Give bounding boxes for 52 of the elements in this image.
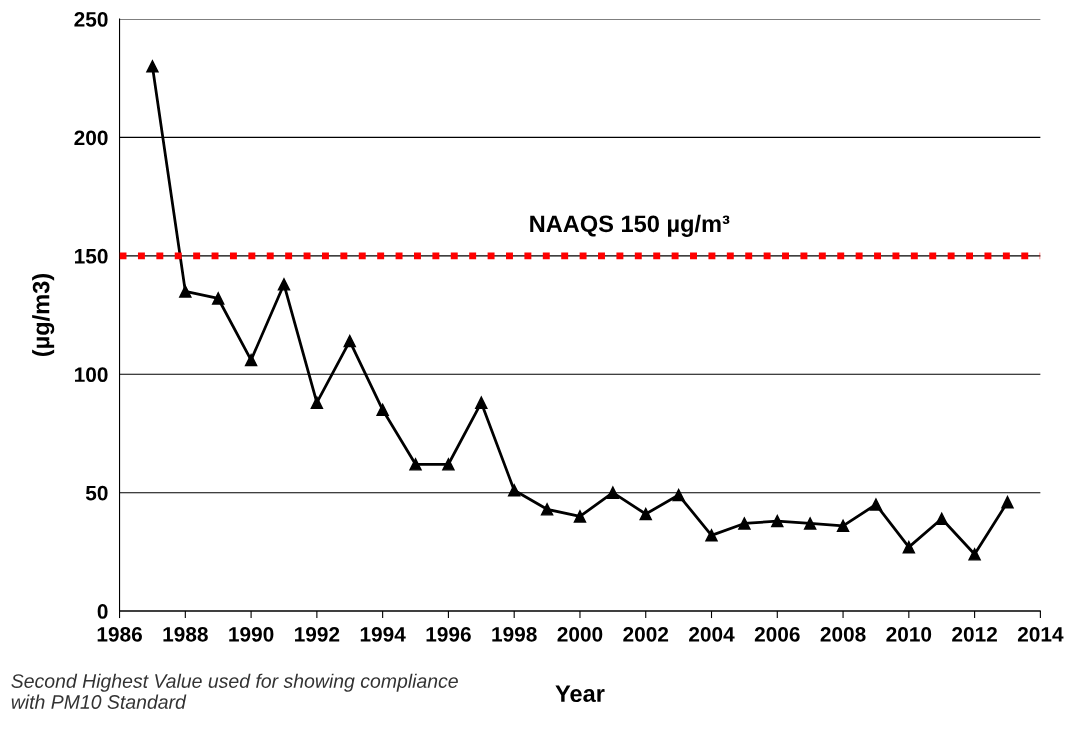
x-tick-label: 1988: [163, 626, 208, 642]
x-tick-label: 2004: [689, 626, 735, 642]
x-tick-label: 2012: [952, 626, 997, 642]
y-tick-label: 100: [74, 367, 108, 383]
point: [376, 403, 389, 417]
x-tick-label: 1996: [426, 626, 471, 642]
point: [179, 285, 192, 298]
point: [1001, 495, 1014, 509]
y-tick-label: 150: [74, 248, 108, 264]
ref-line-label: NAAQS 150 µg/m³: [530, 214, 730, 237]
point: [409, 458, 422, 471]
point: [475, 396, 488, 409]
x-tick-label: 2002: [623, 626, 669, 642]
point: [540, 503, 554, 516]
y-tick-label: 0: [97, 604, 108, 619]
text: Second Highest Value used for showing compliance with PM10 Standard: [11, 673, 458, 709]
point: [244, 353, 258, 367]
y-axis-title: (µg/m3): [32, 274, 55, 357]
x-tick-label: 2008: [820, 626, 866, 642]
y-tick-label: 250: [74, 12, 108, 27]
x-tick-label: 1992: [295, 626, 340, 642]
x-tick-label: 1994: [360, 626, 406, 642]
point: [935, 512, 948, 525]
point: [442, 458, 455, 471]
x-tick-label: 2010: [886, 626, 932, 642]
x-tick-label: 1986: [97, 626, 142, 642]
point: [573, 510, 587, 523]
x-tick-label: 2000: [557, 626, 603, 642]
point: [705, 529, 718, 542]
point: [146, 60, 159, 73]
x-tick-label: 1990: [229, 626, 274, 642]
point: [606, 486, 620, 499]
point: [869, 498, 883, 511]
point: [738, 517, 751, 530]
point: [968, 548, 981, 561]
x-tick-label: 1998: [492, 626, 537, 642]
point: [639, 507, 652, 521]
point: [771, 514, 784, 528]
y-tick-label: 200: [74, 130, 108, 146]
point: [836, 519, 850, 533]
x-tick-label: 2006: [754, 626, 800, 642]
point: [803, 517, 817, 530]
point: [902, 540, 916, 554]
point: [343, 334, 357, 348]
y-tick-label: 50: [85, 485, 108, 501]
x-tick-label: 2014: [1017, 626, 1064, 642]
point: [507, 484, 521, 497]
point: [211, 292, 225, 305]
point: [310, 396, 324, 409]
point: [672, 488, 685, 502]
point: [277, 278, 291, 291]
x-axis-title: Year: [555, 685, 605, 703]
